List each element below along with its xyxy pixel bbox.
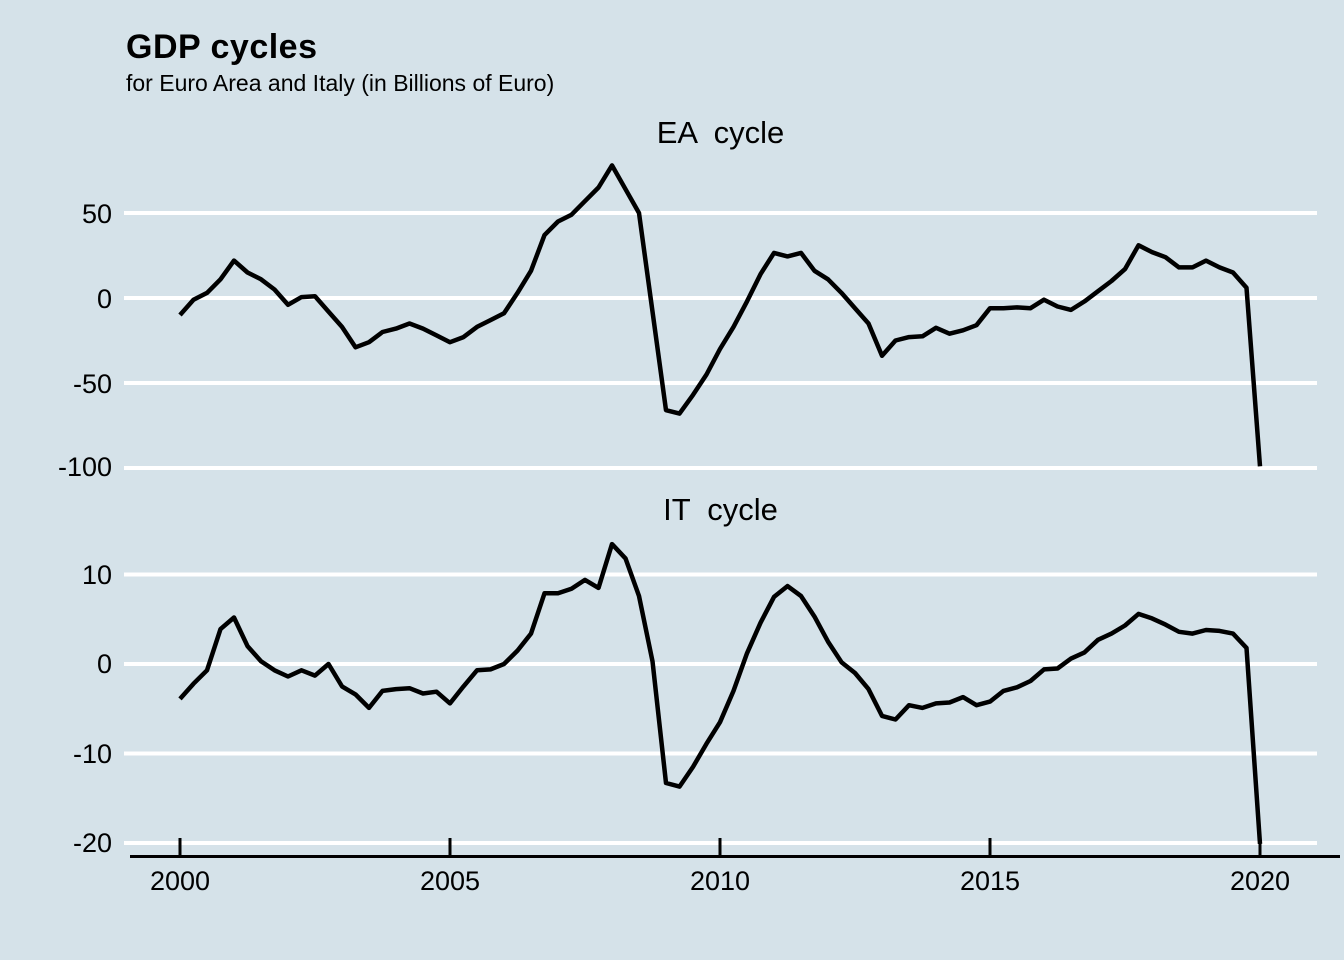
y-tick-label-ea-0: 0	[96, 284, 112, 314]
x-tick-label-2020: 2020	[1229, 866, 1291, 896]
ea-cycle-line	[178, 163, 1263, 467]
panel-title-it-cycle: IT cycle	[663, 492, 778, 527]
chart-title: GDP cycles	[126, 28, 318, 66]
y-tick-label-ea-50: 50	[81, 199, 112, 229]
y-tick-label-it-neg10: -10	[72, 739, 112, 769]
x-tick-label-2010: 2010	[689, 866, 751, 896]
chart-subtitle: for Euro Area and Italy (in Billions of …	[126, 70, 555, 96]
x-tick-label-2005: 2005	[419, 866, 481, 896]
y-tick-label-ea-neg100: -100	[57, 452, 112, 482]
y-tick-label-it-0: 0	[96, 649, 112, 679]
it-cycle-line	[178, 541, 1263, 845]
y-tick-label-ea-neg50: -50	[72, 369, 112, 399]
y-tick-label-it-10: 10	[81, 560, 112, 590]
x-tick-label-2015: 2015	[959, 866, 1021, 896]
x-tick-label-2000: 2000	[149, 866, 211, 896]
y-tick-label-it-neg20: -20	[72, 828, 112, 858]
panel-title-ea-cycle: EA cycle	[656, 115, 785, 150]
